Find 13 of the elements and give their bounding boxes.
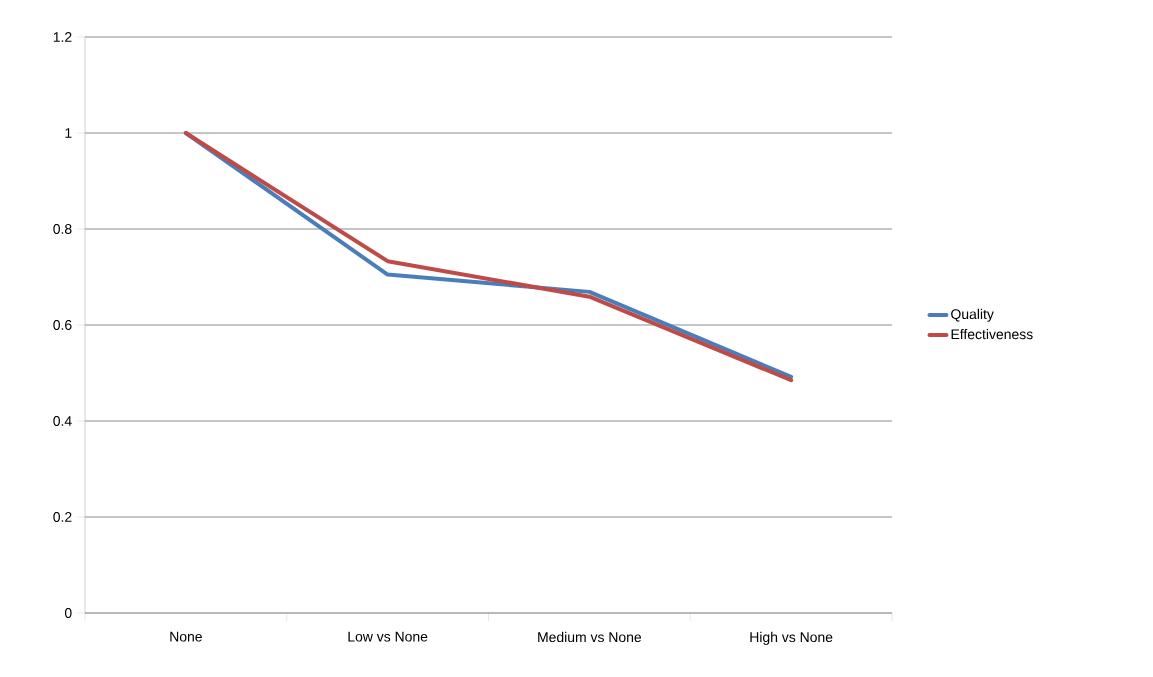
y-tick-label: 0.2 bbox=[53, 512, 72, 522]
x-tick-label: High vs None bbox=[750, 631, 833, 645]
x-tick-label: Medium vs None bbox=[538, 631, 642, 643]
legend-label: Effectiveness bbox=[951, 328, 1033, 340]
y-tick-label: 0.8 bbox=[53, 224, 72, 234]
x-tick-label: Low vs None bbox=[348, 631, 428, 642]
y-tick-label: 0 bbox=[64, 608, 72, 618]
x-tick-label: None bbox=[170, 631, 202, 642]
y-tick-label: 1 bbox=[65, 128, 72, 138]
legend-label: Quality bbox=[951, 308, 994, 322]
y-tick-label: 1.2 bbox=[53, 32, 72, 42]
y-tick-label: 0.4 bbox=[53, 416, 72, 426]
y-tick-label: 0.6 bbox=[53, 320, 72, 330]
